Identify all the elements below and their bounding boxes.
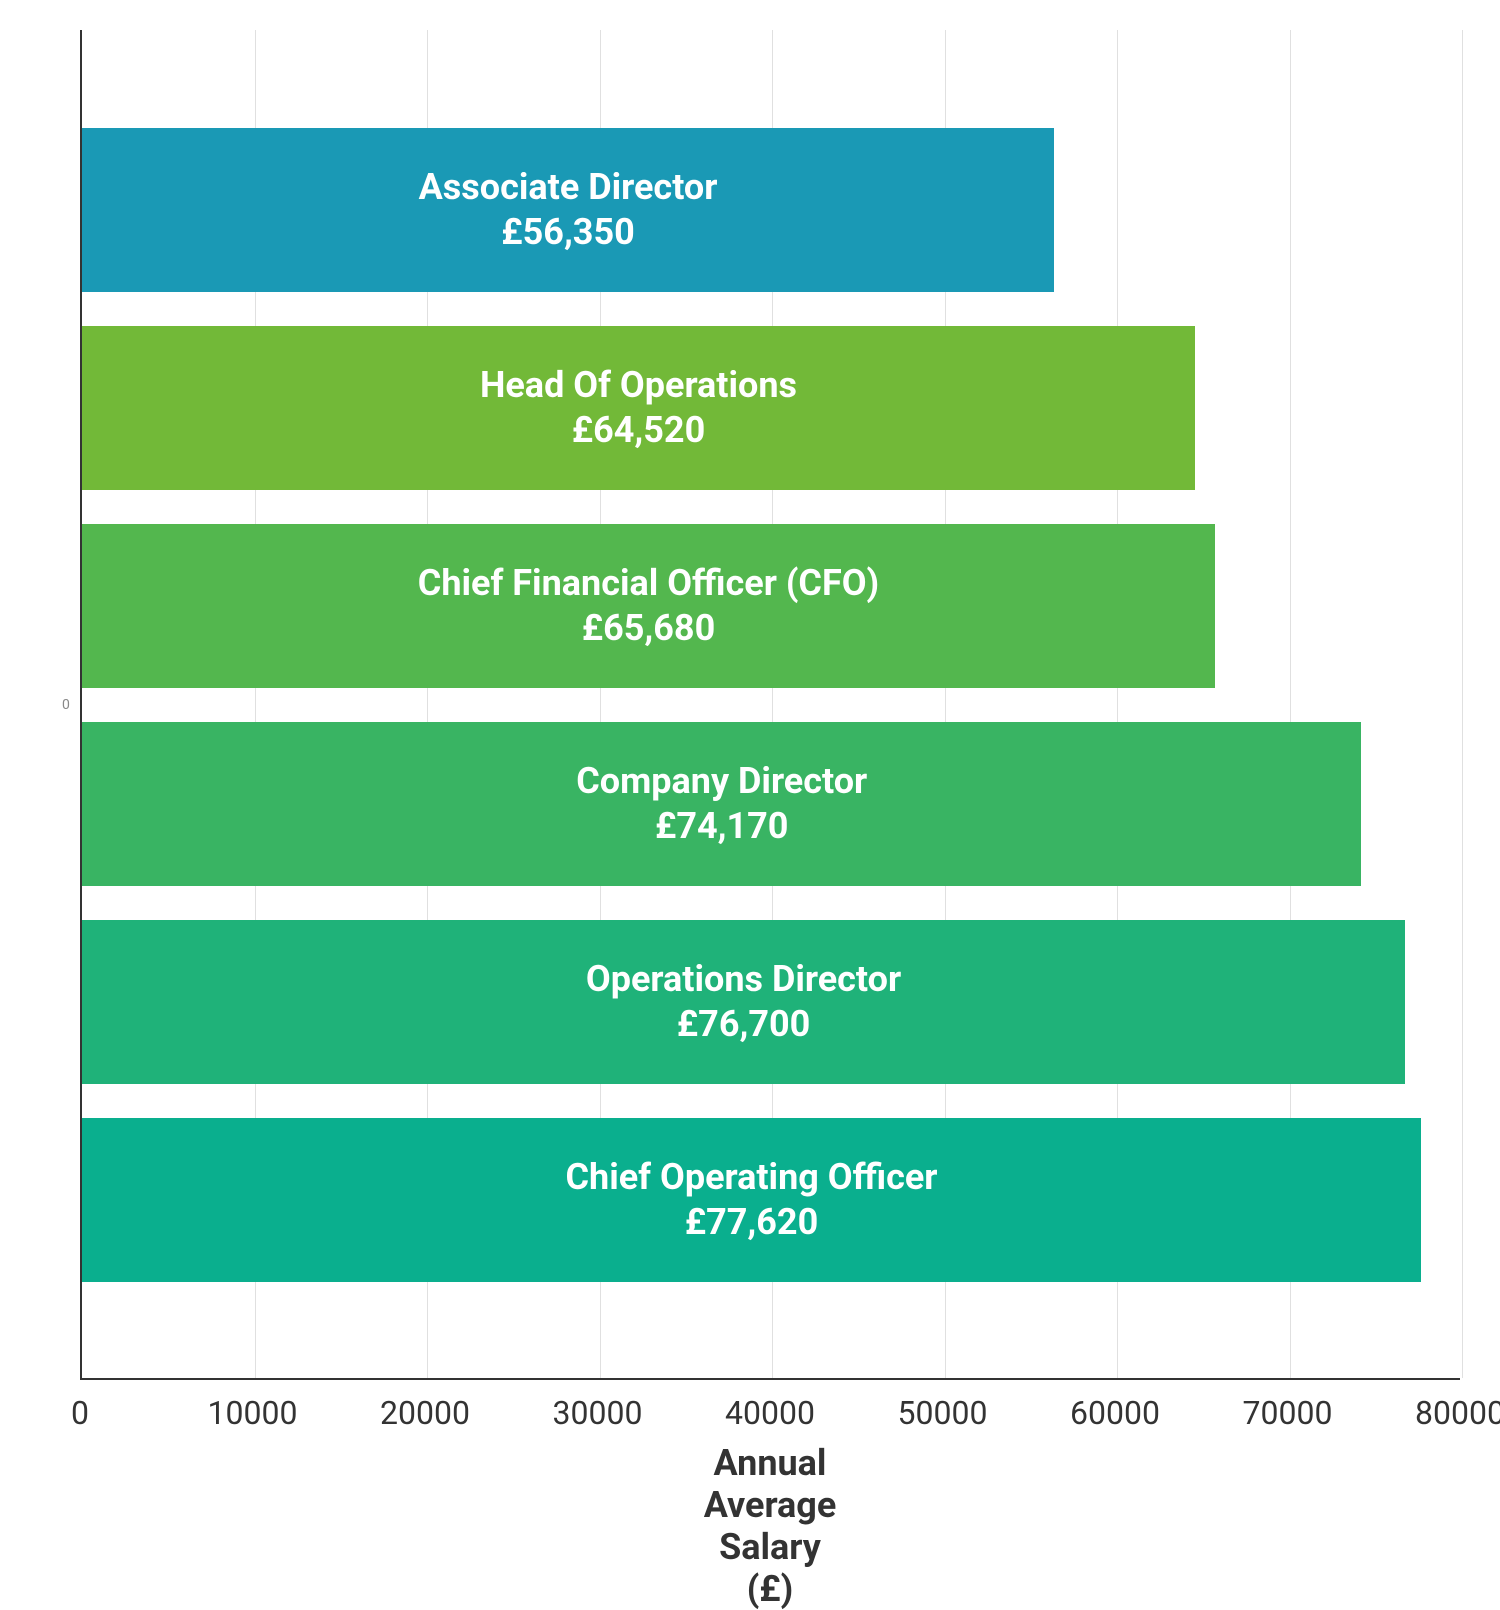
bar-label: Operations Director £76,700 bbox=[586, 957, 901, 1047]
salary-bar: Head Of Operations £64,520 bbox=[82, 326, 1195, 490]
salary-bar: Associate Director £56,350 bbox=[82, 128, 1054, 292]
x-tick-label: 50000 bbox=[898, 1394, 988, 1432]
gridline bbox=[1462, 30, 1463, 1378]
salary-bar: Chief Financial Officer (CFO) £65,680 bbox=[82, 524, 1215, 688]
bar-label: Chief Financial Officer (CFO) £65,680 bbox=[418, 561, 879, 651]
bar-label: Head Of Operations £64,520 bbox=[480, 363, 797, 453]
x-tick-label: 40000 bbox=[725, 1394, 815, 1432]
x-tick-label: 70000 bbox=[1243, 1394, 1333, 1432]
x-tick-label: 80000 bbox=[1415, 1394, 1500, 1432]
x-axis-title: Annual Average Salary (£) bbox=[704, 1442, 837, 1610]
bar-label: Associate Director £56,350 bbox=[419, 165, 718, 255]
plot-area: Associate Director £56,350 Head Of Operat… bbox=[80, 30, 1460, 1380]
bar-label: Company Director £74,170 bbox=[576, 759, 867, 849]
y-axis-label: 0 bbox=[62, 697, 70, 713]
salary-bar: Chief Operating Officer £77,620 bbox=[82, 1118, 1421, 1282]
bar-label: Chief Operating Officer £77,620 bbox=[565, 1155, 937, 1245]
x-tick-label: 10000 bbox=[208, 1394, 298, 1432]
x-tick-label: 60000 bbox=[1070, 1394, 1160, 1432]
salary-bar: Company Director £74,170 bbox=[82, 722, 1361, 886]
x-tick-label: 0 bbox=[71, 1394, 89, 1432]
x-tick-label: 20000 bbox=[380, 1394, 470, 1432]
salary-bar: Operations Director £76,700 bbox=[82, 920, 1405, 1084]
x-tick-label: 30000 bbox=[553, 1394, 643, 1432]
